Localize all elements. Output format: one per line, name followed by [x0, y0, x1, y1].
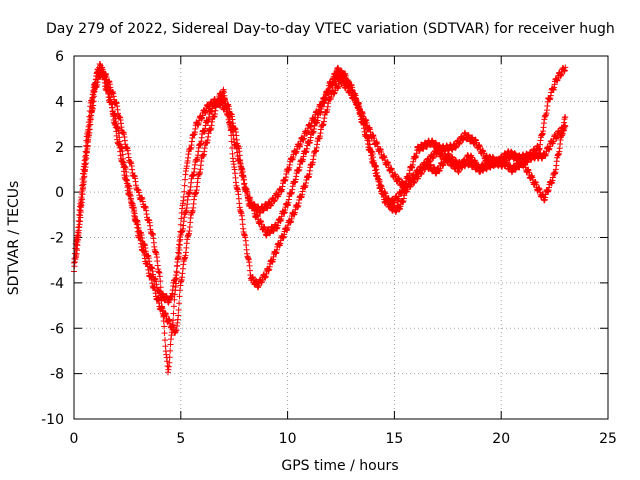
- data-point: [76, 224, 83, 231]
- y-tick-label: -10: [41, 412, 64, 428]
- data-point: [75, 229, 82, 236]
- data-point: [158, 291, 165, 298]
- series-track-3: [73, 64, 569, 376]
- data-point: [80, 179, 87, 186]
- x-tick-label: 0: [70, 431, 79, 447]
- data-point: [178, 215, 185, 222]
- data-point: [170, 317, 177, 324]
- data-point: [181, 182, 188, 189]
- data-point: [82, 142, 89, 149]
- data-point: [181, 188, 188, 195]
- data-point: [182, 176, 189, 183]
- data-point: [174, 255, 181, 262]
- x-axis-label: GPS time / hours: [281, 458, 398, 474]
- data-point: [76, 218, 83, 225]
- y-tick-label: -4: [50, 276, 64, 292]
- data-point: [157, 278, 164, 285]
- y-tick-label: 0: [55, 185, 64, 201]
- data-point: [175, 312, 182, 319]
- tick-labels: -10 -8 -6 -4 -2 0 2 4 6 0 5 10 15 20 25: [41, 49, 617, 447]
- data-point: [177, 228, 184, 235]
- data-point: [161, 323, 168, 330]
- data-point: [174, 262, 181, 269]
- data-point: [166, 359, 173, 366]
- data-point: [164, 363, 171, 370]
- data-point: [180, 193, 187, 200]
- y-tick-label: -6: [50, 321, 64, 337]
- data-point: [170, 303, 177, 310]
- data-point: [82, 160, 89, 167]
- x-tick-label: 15: [385, 431, 403, 447]
- data-point: [158, 297, 165, 304]
- data-point: [167, 347, 174, 354]
- data-point: [82, 148, 89, 155]
- data-point: [170, 310, 177, 317]
- data-point: [173, 275, 180, 282]
- data-point: [171, 296, 178, 303]
- data-point: [169, 322, 176, 329]
- data-point: [79, 176, 86, 183]
- data-point: [229, 145, 236, 152]
- data-point: [71, 250, 78, 257]
- data-point: [161, 330, 168, 337]
- data-point: [177, 221, 184, 228]
- data-point: [176, 293, 183, 300]
- data-point: [157, 284, 164, 291]
- data-point: [82, 153, 89, 160]
- data-point: [176, 233, 183, 240]
- x-tick-label: 10: [279, 431, 297, 447]
- data-point: [166, 354, 173, 361]
- y-tick-label: 2: [55, 140, 64, 156]
- data-point: [160, 318, 167, 325]
- data-point: [175, 306, 182, 313]
- data-point: [161, 337, 168, 344]
- y-tick-label: 4: [55, 94, 64, 110]
- data-marks: [71, 60, 569, 376]
- x-tick-label: 25: [599, 431, 617, 447]
- grid: [73, 55, 609, 420]
- data-point: [83, 149, 90, 156]
- chart-title: Day 279 of 2022, Sidereal Day-to-day VTE…: [46, 21, 615, 37]
- y-tick-label: -2: [50, 231, 64, 247]
- data-point: [173, 269, 180, 276]
- data-point: [79, 182, 86, 189]
- plot-frame: [73, 55, 609, 420]
- data-point: [79, 185, 86, 192]
- y-axis-label: SDTVAR / TECUs: [6, 181, 22, 296]
- y-tick-label: -8: [50, 367, 64, 383]
- data-point: [562, 64, 569, 71]
- data-point: [562, 123, 569, 130]
- data-point: [83, 155, 90, 162]
- data-point: [167, 341, 174, 348]
- y-tick-label: 6: [55, 49, 64, 65]
- data-point: [79, 191, 86, 198]
- x-tick-label: 20: [492, 431, 510, 447]
- data-point: [176, 300, 183, 307]
- x-tick-label: 5: [176, 431, 185, 447]
- data-point: [562, 114, 569, 121]
